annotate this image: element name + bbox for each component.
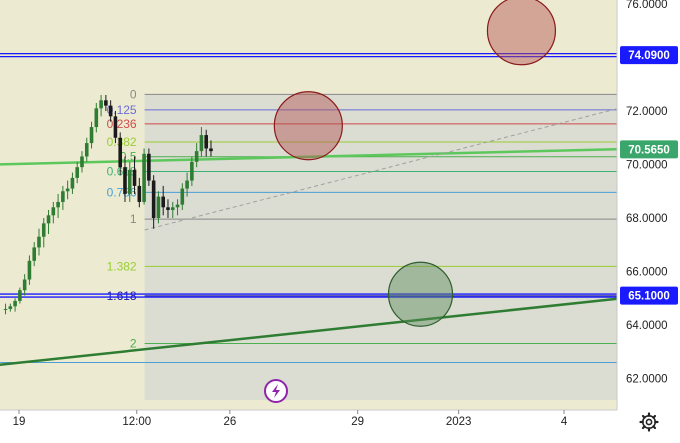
candle-body [75,167,80,178]
candle-body [151,180,156,218]
red-marker-circle [273,91,343,161]
price-axis-background [617,0,680,438]
fib-zone [144,94,617,400]
price-labels: 74.0900 70.5650 65.1000 [620,46,678,305]
y-tick-label: 64.0000 [626,320,668,332]
fib-level-label: 1 [130,212,137,226]
candle-body [27,260,32,280]
y-tick-label: 66.0000 [626,267,668,279]
candle-body [166,207,170,210]
candle-body [46,215,51,224]
candle-body [123,167,127,194]
fib-level-label: 1.618 [107,289,137,303]
candle-body [175,204,180,208]
candle-body [8,306,13,309]
red-marker-circle [486,0,557,66]
fib-level-label: 0 [130,87,137,101]
candle-body [22,279,27,291]
candle-body [3,308,8,310]
candle-body [61,191,65,202]
candle-body [190,161,194,181]
candle-body [132,169,137,186]
candle-body [32,247,37,261]
green-marker-circle [387,261,454,327]
candle-body [180,188,185,205]
dashed-trend-line [144,105,630,231]
fib-level-label: 0.125 [107,103,137,117]
y-tick-label: 70.0000 [626,160,668,172]
candle-body [185,180,189,189]
time-axis-background [0,410,617,438]
y-tick-label: 68.0000 [626,213,668,225]
x-tick-label: 29 [351,416,364,428]
price-label-text: 70.5650 [628,144,670,156]
candle-body [18,290,22,301]
candle-body [108,105,113,117]
candle-body [13,300,17,307]
y-tick-label: 62.0000 [626,374,668,386]
candle-body [56,201,60,208]
candle-body [80,156,84,168]
candle-body [194,151,199,162]
candle-body [113,116,118,138]
candle-body [99,100,103,109]
candle-body [37,236,41,248]
price-label-box [620,46,678,65]
price-label-text: 74.0900 [628,50,670,62]
candle-body [118,137,123,168]
horizontal-lines [0,52,617,298]
candle-body [51,207,56,216]
gear-icon[interactable] [638,411,660,433]
candle-body [104,100,108,106]
x-tick-label: 2023 [446,416,472,428]
lightning-icon[interactable] [264,379,288,403]
candle-body [170,207,175,210]
candle-body [156,196,161,218]
price-label-box [620,140,678,159]
candle-body [137,185,142,202]
fib-level-label: 1.382 [107,259,137,273]
fibonacci-levels: 00.1250.2360.3820.50.6180.78611.3821.618… [0,87,617,363]
x-tick-label: 4 [561,416,568,428]
candle-body [204,135,209,149]
candle-body [41,223,46,237]
fib-level-label: 0.786 [107,185,137,199]
y-tick-label: 72.0000 [626,106,668,118]
candle-body [84,143,89,157]
candle-body [127,169,132,194]
candles [3,94,213,315]
price-label-box [620,286,678,305]
price-label-text: 65.1000 [628,291,670,303]
candle-body [89,127,94,144]
trend-line [0,294,648,367]
candle-body [209,148,213,152]
candle-body [65,188,70,192]
candle-body [161,196,166,208]
x-axis-ticks: 19 12:00 26 29 2023 4 [13,410,568,428]
y-tick-label: 76.0000 [626,0,668,11]
x-tick-label: 19 [13,416,26,428]
x-tick-label: 26 [223,416,236,428]
marker-circles [273,0,557,327]
candle-body [142,153,146,202]
fib-level-label: 2 [130,336,137,350]
candle-body [70,177,75,189]
candle-body [147,153,151,181]
candle-body [199,135,204,152]
x-tick-label: 12:00 [122,416,151,428]
candle-body [94,108,99,128]
y-axis-ticks: 76.0000 72.0000 70.0000 68.0000 66.0000 64.00… [626,0,668,386]
